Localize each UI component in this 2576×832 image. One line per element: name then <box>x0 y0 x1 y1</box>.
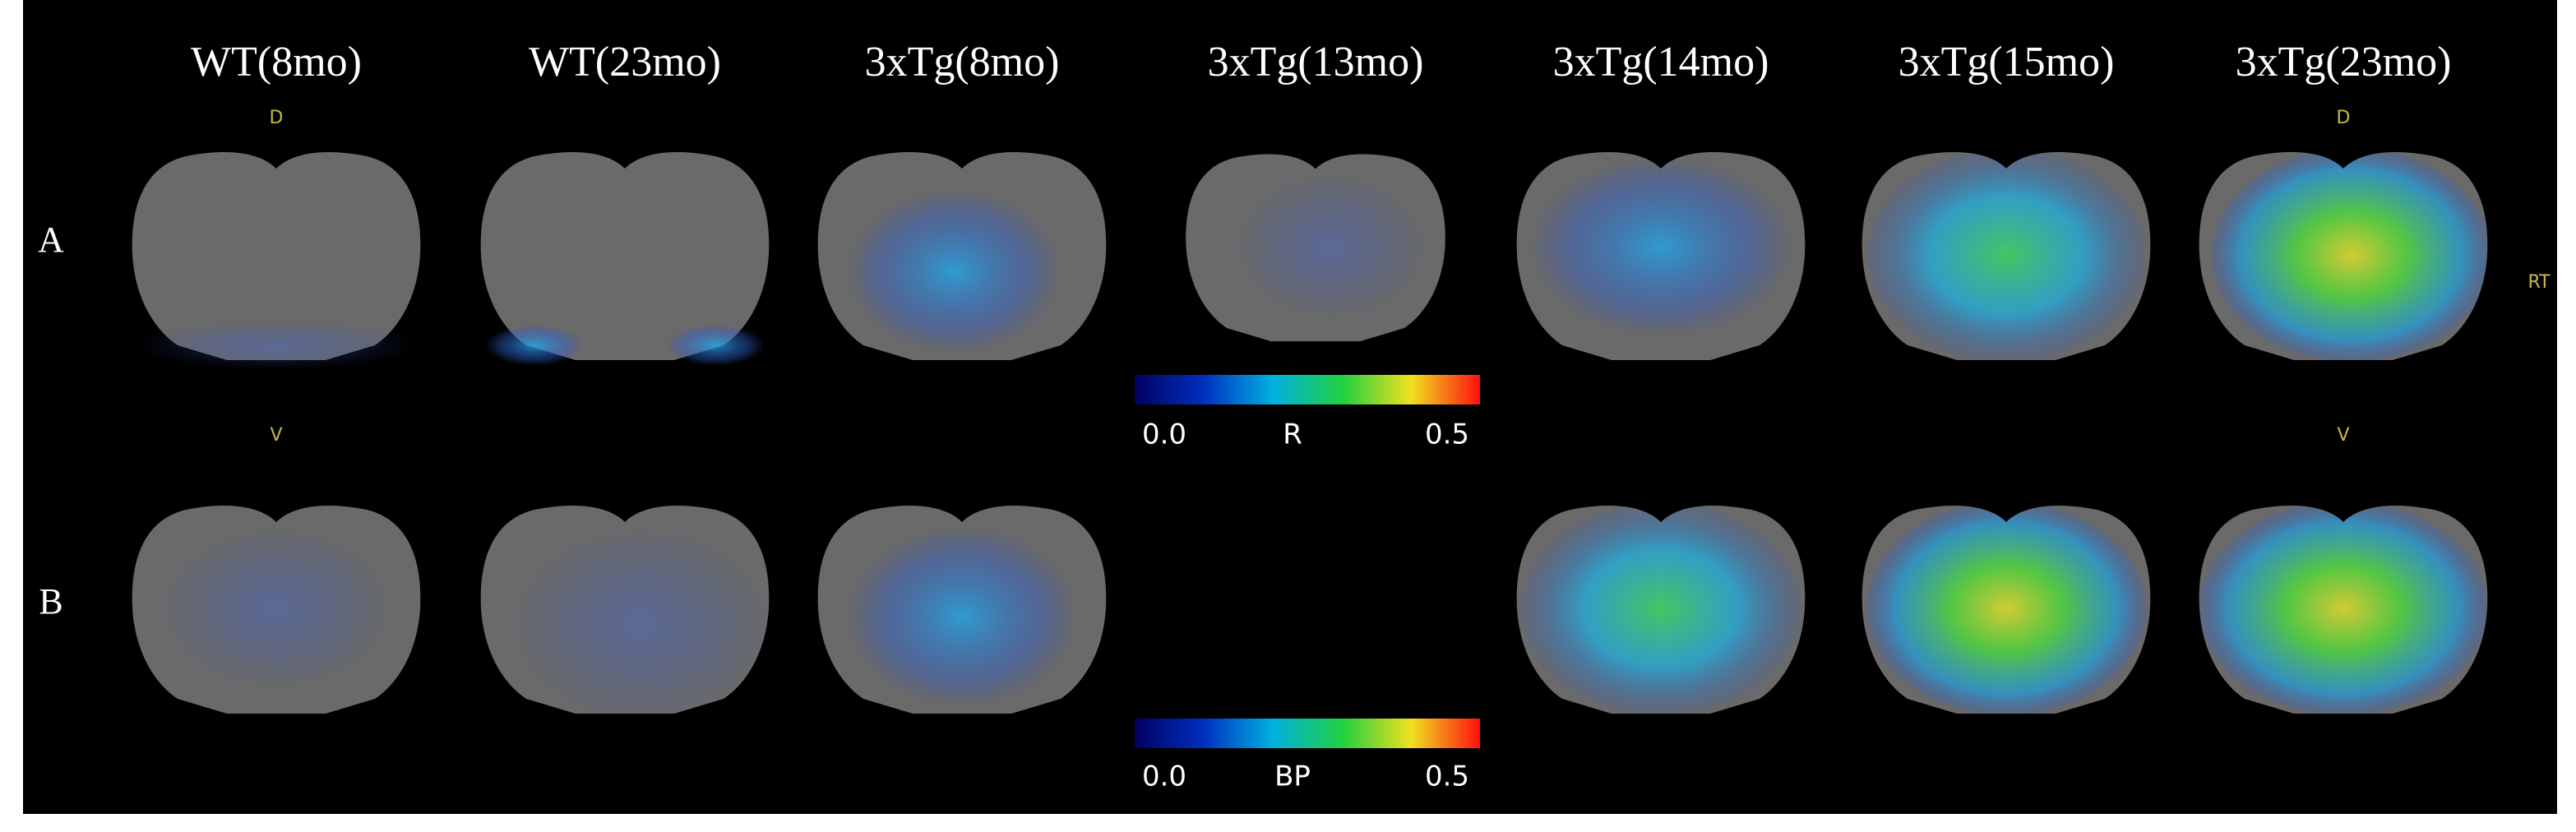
brain-section <box>2199 506 2488 714</box>
orientation-label: D <box>270 108 284 128</box>
column-header: 3xTg(15mo) <box>1898 39 2115 86</box>
orientation-label: V <box>270 425 282 446</box>
colorbar-max: 0.5 <box>1425 418 1469 451</box>
brain-section <box>817 506 1107 714</box>
brain-section <box>1186 154 1445 342</box>
brain-section <box>132 506 421 714</box>
column-header: 3xTg(8mo) <box>865 39 1060 86</box>
row-label: A <box>38 220 64 260</box>
column-header: WT(23mo) <box>529 39 721 86</box>
brain-section <box>480 506 770 714</box>
brain-section <box>132 152 421 370</box>
colorbar-label: R <box>1283 418 1302 451</box>
column-header: 3xTg(23mo) <box>2236 39 2452 86</box>
brain-section <box>817 152 1107 360</box>
column-header: 3xTg(13mo) <box>1208 39 1424 86</box>
orientation-label: V <box>2337 425 2349 446</box>
column-header: WT(8mo) <box>191 39 362 86</box>
brain-section <box>2199 152 2488 360</box>
brain-section <box>1861 152 2151 360</box>
colorbar: 0.0 BP 0.5 <box>1135 719 1480 793</box>
column-header: 3xTg(14mo) <box>1553 39 1769 86</box>
brain-section <box>1861 506 2151 714</box>
brain-section <box>1516 506 1806 714</box>
colorbar-gradient <box>1135 719 1480 748</box>
colorbar: 0.0 R 0.5 <box>1135 375 1480 451</box>
panel-background <box>23 0 2557 814</box>
brain-section <box>1516 152 1806 360</box>
orientation-label: D <box>2337 108 2351 128</box>
colorbar-label: BP <box>1274 760 1311 793</box>
colorbar-max: 0.5 <box>1425 760 1469 793</box>
orientation-label: RT <box>2527 272 2551 293</box>
brain-section <box>480 152 770 366</box>
colorbar-min: 0.0 <box>1142 418 1186 451</box>
colorbar-gradient <box>1135 375 1480 404</box>
colorbar-min: 0.0 <box>1142 760 1186 793</box>
row-label: B <box>39 581 62 622</box>
